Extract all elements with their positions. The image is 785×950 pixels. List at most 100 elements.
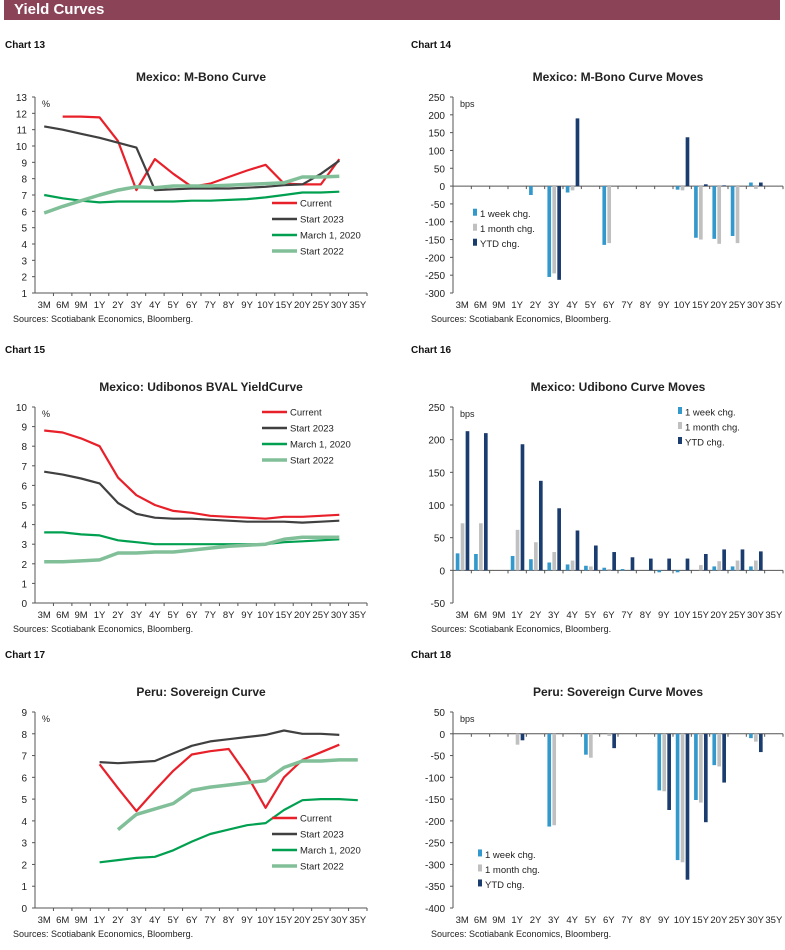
- y-tick-label: -100: [425, 218, 445, 229]
- x-tick-label: 4Y: [566, 610, 578, 621]
- x-tick-label: 2Y: [112, 610, 124, 621]
- x-tick-label: 4Y: [149, 915, 161, 926]
- bar-YTD-10Y: [685, 137, 690, 187]
- source-note: Sources: Scotiabank Economics, Bloomberg…: [13, 624, 193, 634]
- y-tick-label: -200: [425, 253, 445, 264]
- x-tick-label: 7Y: [204, 610, 216, 621]
- y-tick-label: 4: [21, 817, 27, 828]
- x-tick-label: 25Y: [729, 915, 747, 926]
- x-tick-label: 5Y: [168, 610, 180, 621]
- x-tick-label: 6Y: [186, 610, 198, 621]
- bar-YTD-8Y: [648, 558, 653, 571]
- x-tick-label: 10Y: [674, 300, 692, 311]
- y-tick-label: 5: [21, 224, 27, 235]
- chart-title: Mexico: Udibono Curve Moves: [531, 380, 706, 394]
- series-line: [99, 798, 358, 864]
- y-tick-label: 3: [21, 540, 27, 551]
- series-line: [99, 729, 340, 765]
- x-tick-label: 1Y: [94, 915, 106, 926]
- bar-YTD-1Y: [520, 444, 525, 571]
- bar-YTD-10Y: [685, 558, 690, 571]
- x-tick-label: 2Y: [112, 300, 124, 311]
- bar-1-15Y: [699, 565, 703, 571]
- bar-1-30Y: [754, 733, 758, 742]
- y-tick-label: -250: [425, 271, 445, 282]
- chart-title: Mexico: M-Bono Curve Moves: [533, 70, 704, 84]
- x-tick-label: 3M: [456, 610, 469, 621]
- y-tick-label: -250: [425, 839, 445, 850]
- x-tick-label: 2Y: [530, 915, 542, 926]
- bar-YTD-3Y: [557, 186, 561, 280]
- x-tick-label: 15Y: [692, 610, 710, 621]
- y-tick-label: 6: [21, 207, 27, 218]
- x-tick-label: 7Y: [204, 300, 216, 311]
- bar-1-2Y: [534, 542, 538, 571]
- chart-17: Peru: Sovereign Curve 0 1 2 3 4 5 6 7 8 9 % 3M 6M 9M 1Y…: [13, 685, 368, 939]
- unit-label: %: [42, 409, 50, 419]
- chart-18: Peru: Sovereign Curve Moves -400 -350 -300 -…: [425, 685, 784, 939]
- x-tick-label: 10Y: [257, 915, 275, 926]
- bar-1-20Y: [717, 561, 722, 571]
- legend-swatch: [473, 208, 477, 216]
- x-tick-label: 6Y: [186, 915, 198, 926]
- bar-YTD-20Y: [722, 185, 726, 187]
- x-tick-label: 15Y: [276, 610, 294, 621]
- y-tick-label: 200: [428, 436, 445, 447]
- unit-label: %: [42, 99, 50, 109]
- y-tick-label: 200: [428, 111, 445, 122]
- y-tick-label: 250: [428, 93, 445, 104]
- bar-YTD-7Y: [630, 557, 635, 571]
- x-tick-label: 6Y: [603, 610, 615, 621]
- x-tick-label: 6Y: [186, 300, 198, 311]
- legend-label: Start 2022: [300, 862, 344, 873]
- x-tick-label: 20Y: [294, 915, 312, 926]
- chart-label: Chart 14: [411, 40, 452, 51]
- bar-1-1Y: [515, 733, 520, 745]
- y-tick-label: 10: [16, 403, 28, 414]
- x-tick-label: 4Y: [566, 300, 578, 311]
- x-tick-label: 35Y: [765, 915, 783, 926]
- legend-label: Start 2022: [290, 456, 334, 467]
- bar-1-15Y: [699, 186, 703, 240]
- x-tick-label: 35Y: [349, 610, 367, 621]
- bar-YTD-15Y: [703, 554, 708, 571]
- bar-1-7Y: [620, 569, 625, 571]
- bar-1-20Y: [717, 186, 722, 244]
- x-tick-label: 15Y: [276, 300, 294, 311]
- x-tick-label: 30Y: [747, 610, 765, 621]
- x-tick-label: 30Y: [331, 915, 349, 926]
- x-tick-label: 20Y: [710, 300, 728, 311]
- bar-YTD-6Y: [612, 733, 616, 749]
- x-tick-label: 25Y: [729, 300, 747, 311]
- x-tick-label: 1Y: [94, 610, 106, 621]
- x-tick-label: 1Y: [94, 300, 106, 311]
- y-tick-label: -400: [425, 904, 445, 915]
- x-tick-label: 9M: [492, 610, 505, 621]
- legend-swatch: [478, 849, 482, 857]
- x-tick-label: 35Y: [765, 610, 783, 621]
- chart-label: Chart 15: [5, 345, 46, 356]
- series-line: [43, 174, 340, 215]
- y-tick-label: -100: [425, 773, 445, 784]
- bar-1-30Y: [749, 566, 753, 571]
- bar-1-6Y: [602, 567, 607, 571]
- bar-1-6M: [474, 554, 478, 571]
- legend-label: 1 week chg.: [485, 850, 536, 861]
- legend-label: Start 2023: [290, 424, 334, 435]
- x-tick-label: 5Y: [168, 300, 180, 311]
- chart-title: Mexico: Udibonos BVAL YieldCurve: [99, 380, 303, 394]
- bar-1-30Y: [754, 560, 758, 571]
- x-tick-label: 35Y: [349, 915, 367, 926]
- legend-label: 1 month chg.: [485, 865, 540, 876]
- y-tick-label: 1: [21, 882, 27, 893]
- y-tick-label: -300: [425, 289, 445, 300]
- bar-1-25Y: [730, 566, 735, 571]
- legend-swatch: [678, 422, 682, 429]
- bar-1-2Y: [529, 559, 533, 571]
- y-tick-label: 0: [439, 730, 445, 741]
- bar-1-2Y: [529, 186, 533, 195]
- x-tick-label: 20Y: [294, 300, 312, 311]
- legend-label: Current: [290, 408, 322, 419]
- y-tick-label: 100: [428, 501, 445, 512]
- bar-1-20Y: [712, 186, 717, 239]
